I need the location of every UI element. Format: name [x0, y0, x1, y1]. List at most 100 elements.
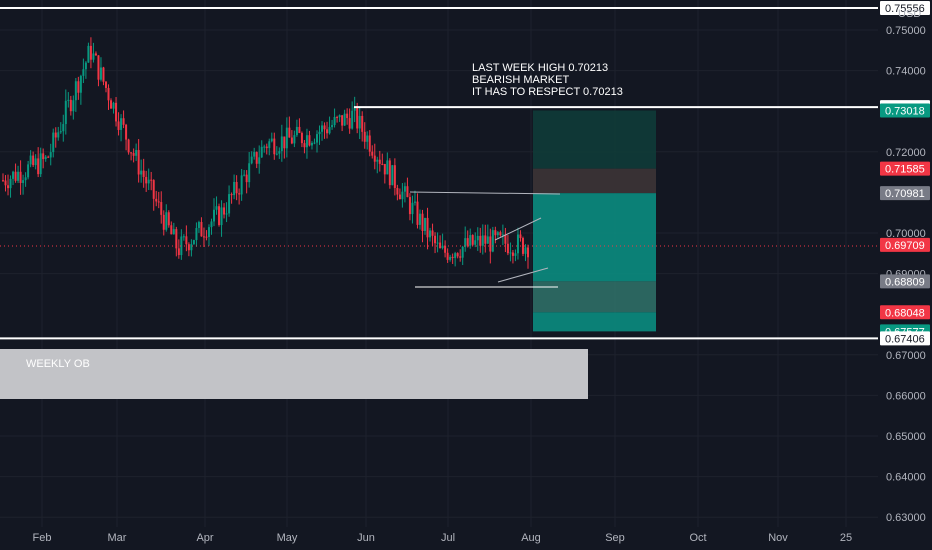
- price-tick-label: 0.67000: [886, 350, 926, 362]
- take-profit-zone[interactable]: [533, 193, 656, 282]
- stop-loss-zone[interactable]: [533, 110, 656, 169]
- candle-body: [323, 125, 326, 130]
- candle-body: [167, 212, 170, 226]
- candle-body: [459, 256, 462, 258]
- candle-body: [220, 207, 223, 226]
- price-tag: 0.67406: [880, 331, 930, 346]
- horizontal-levels[interactable]: [0, 7, 878, 340]
- candle-body: [509, 252, 512, 254]
- candle-body: [172, 229, 175, 235]
- candle-body: [333, 116, 336, 126]
- price-tick-label: 0.64000: [886, 472, 926, 484]
- position-tool[interactable]: [533, 110, 656, 332]
- time-tick-label: Aug: [521, 532, 541, 544]
- candle-body: [418, 213, 421, 225]
- candle-body: [411, 202, 414, 215]
- candle-body: [97, 55, 100, 80]
- channel-line-top[interactable]: [494, 217, 542, 241]
- candle-body: [255, 152, 258, 164]
- price-tick-label: 0.72000: [886, 147, 926, 159]
- time-axis-labels: Feb Mar Apr May Jun Jul Aug Sep Oct Nov 25: [33, 532, 853, 544]
- candle-body: [150, 179, 153, 181]
- candle-body: [77, 81, 80, 93]
- candle-body: [278, 151, 281, 154]
- candle-body: [130, 152, 133, 154]
- target-tail-zone: [533, 312, 656, 332]
- candle-body: [99, 67, 102, 80]
- price-tag-text: 0.68809: [885, 276, 925, 288]
- candle-body: [328, 127, 331, 134]
- candle-body: [127, 139, 130, 153]
- candle-body: [268, 141, 271, 149]
- candle-body: [464, 238, 467, 247]
- time-tick-label: Jul: [441, 532, 455, 544]
- candle-body: [408, 197, 411, 215]
- candle-body: [89, 45, 92, 60]
- candle-body: [207, 227, 210, 237]
- price-tags: 0.755560.730990.730180.715850.709810.697…: [880, 1, 930, 346]
- price-tag: 0.73018: [880, 103, 930, 118]
- trend-lines[interactable]: [0, 191, 878, 288]
- price-tag: 0.71585: [880, 161, 930, 176]
- candle-body: [449, 256, 452, 260]
- candle-body: [391, 165, 394, 186]
- weekly-ob-label: WEEKLY OB: [26, 358, 90, 370]
- candle-body: [403, 186, 406, 192]
- candle-body: [471, 235, 474, 245]
- candle-body: [87, 45, 90, 63]
- candle-body: [64, 100, 67, 125]
- time-tick-label: Mar: [108, 532, 127, 544]
- time-tick-label: Apr: [196, 532, 213, 544]
- price-tag: 0.70981: [880, 186, 930, 201]
- candle-body: [298, 126, 301, 133]
- candle-body: [112, 102, 115, 109]
- candle-body: [24, 177, 27, 181]
- candle-body: [496, 232, 499, 236]
- candle-body: [122, 118, 125, 125]
- candle-body: [413, 201, 416, 203]
- candle-body: [386, 160, 389, 175]
- candle-body: [79, 75, 82, 93]
- candle-body: [363, 131, 366, 142]
- candle-body: [270, 138, 273, 142]
- candle-body: [501, 234, 504, 236]
- candle-body: [368, 135, 371, 152]
- candle-body: [494, 230, 497, 236]
- candle-body: [469, 235, 472, 246]
- currency-label: USD: [898, 8, 921, 20]
- candle-body: [104, 81, 107, 88]
- candle-body: [218, 206, 221, 226]
- candle-body: [308, 135, 311, 146]
- candle-body: [135, 149, 138, 156]
- weekly-ob-box[interactable]: [0, 349, 588, 399]
- candle-body: [331, 125, 334, 128]
- candle-body: [243, 174, 246, 176]
- candle-body: [155, 198, 158, 202]
- candle-body: [479, 235, 482, 246]
- candle-body: [434, 235, 437, 244]
- note-line-3: IT HAS TO RESPECT 0.70213: [472, 86, 623, 98]
- candle-body: [120, 118, 123, 130]
- candle-body: [39, 153, 42, 175]
- candle-body: [238, 193, 241, 195]
- price-tick-label: 0.66000: [886, 390, 926, 402]
- candle-body: [157, 201, 160, 203]
- candle-body: [303, 143, 306, 148]
- time-tick-label: Jun: [357, 532, 375, 544]
- price-tick-label: 0.75000: [886, 25, 926, 37]
- candle-body: [401, 191, 404, 200]
- candle-body: [318, 131, 321, 135]
- candle-body: [300, 132, 303, 144]
- price-tick-label: 0.65000: [886, 431, 926, 443]
- candle-body: [253, 152, 256, 157]
- candle-body: [19, 171, 22, 184]
- channel-line-bottom[interactable]: [497, 267, 549, 283]
- candle-body: [383, 164, 386, 175]
- candle-body: [69, 99, 72, 112]
- candle-body: [54, 132, 57, 138]
- candle-body: [4, 180, 7, 186]
- trend-line-upper[interactable]: [409, 191, 561, 195]
- candle-body: [62, 124, 65, 132]
- candle-body: [481, 235, 484, 246]
